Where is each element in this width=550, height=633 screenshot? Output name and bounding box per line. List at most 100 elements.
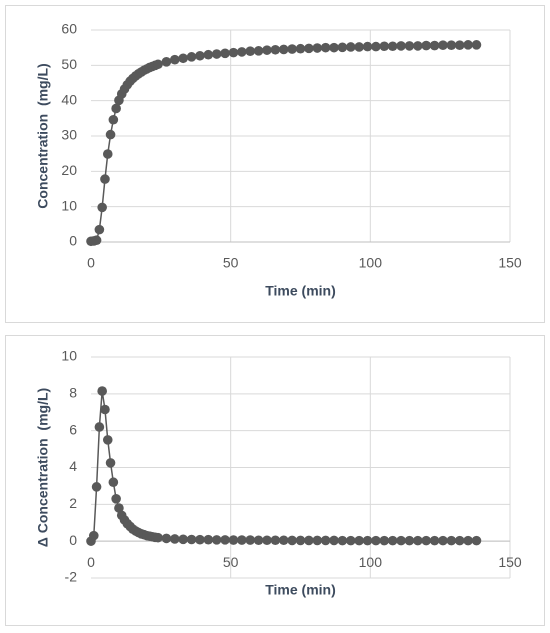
data-point [312, 535, 323, 546]
data-point [463, 40, 473, 50]
data-point [337, 535, 348, 546]
data-point [396, 535, 406, 546]
x-tick-label: 100 [359, 554, 383, 570]
data-point [304, 43, 314, 54]
data-point [421, 535, 432, 546]
data-point [178, 53, 188, 64]
data-point [186, 52, 197, 62]
data-point [429, 535, 440, 546]
data-point [295, 535, 306, 546]
data-point [253, 46, 264, 56]
data-point [245, 46, 256, 56]
y-axis-title: Δ Concentration (mg/L) [35, 388, 51, 547]
data-point [97, 386, 107, 396]
data-point [295, 43, 306, 54]
data-point [287, 44, 297, 54]
data-point [102, 435, 113, 445]
data-point [170, 534, 180, 544]
data-point [105, 129, 116, 140]
data-point [463, 535, 473, 546]
data-point [153, 59, 163, 70]
data-point [270, 535, 281, 546]
data-point [345, 535, 356, 546]
x-tick-label: 0 [87, 554, 95, 570]
y-tick-label: 6 [69, 421, 77, 437]
data-point [262, 45, 272, 55]
data-point [304, 535, 314, 546]
data-point [413, 41, 423, 51]
data-point [161, 533, 172, 544]
data-point [237, 535, 247, 545]
data-point [387, 535, 398, 546]
data-point [88, 530, 99, 541]
data-point [262, 535, 272, 546]
data-point [170, 54, 180, 65]
y-tick-label: 10 [61, 197, 77, 213]
data-point [108, 114, 119, 125]
y-tick-label: 10 [61, 348, 77, 364]
data-point [111, 494, 121, 504]
x-tick-label: 150 [498, 554, 522, 570]
data-point [471, 535, 482, 546]
data-point [354, 535, 364, 546]
data-point [114, 503, 124, 513]
data-point [371, 41, 381, 52]
data-point [329, 535, 339, 546]
y-tick-label: 4 [69, 458, 77, 474]
data-point [178, 534, 188, 545]
data-point [379, 535, 390, 546]
chart-frame [5, 5, 545, 323]
x-tick-label: 0 [87, 255, 95, 271]
data-point [413, 535, 423, 546]
data-point [100, 404, 110, 415]
data-point [429, 40, 440, 51]
data-point [454, 40, 465, 50]
data-point [220, 535, 230, 545]
data-point [111, 103, 121, 114]
x-tick-label: 150 [498, 255, 522, 271]
y-axis-title: Concentration (mg/L) [35, 63, 51, 208]
data-point [337, 42, 348, 53]
y-tick-label: 40 [61, 91, 77, 107]
data-point [278, 44, 289, 55]
data-point [211, 535, 222, 545]
data-point [253, 535, 264, 546]
data-point [438, 535, 448, 546]
data-point [404, 41, 415, 51]
data-point [446, 40, 457, 50]
data-point [153, 532, 163, 543]
data-point [203, 49, 214, 60]
data-point [211, 49, 222, 59]
data-point [94, 422, 105, 432]
x-axis-title: Time (min) [265, 283, 336, 299]
data-point [195, 534, 205, 545]
data-point [91, 482, 102, 492]
data-point [362, 41, 373, 52]
y-tick-label: 2 [69, 495, 77, 511]
data-point [345, 42, 356, 52]
y-tick-label: -2 [65, 569, 78, 585]
y-tick-label: 30 [61, 127, 77, 143]
data-point [396, 41, 406, 51]
data-point [97, 202, 107, 213]
data-point [446, 535, 457, 546]
x-tick-label: 50 [223, 255, 239, 271]
y-tick-label: 0 [69, 233, 77, 249]
x-tick-label: 100 [359, 255, 383, 271]
data-point [454, 535, 465, 546]
chart-frame [5, 335, 545, 626]
data-point [94, 224, 105, 235]
data-point [387, 41, 398, 52]
data-point [287, 535, 297, 546]
x-tick-label: 50 [223, 554, 239, 570]
data-point [105, 458, 116, 468]
data-point [100, 174, 110, 184]
data-point [329, 42, 339, 53]
data-point [371, 535, 381, 546]
data-point [320, 42, 331, 53]
x-axis-title: Time (min) [265, 582, 336, 598]
data-point [195, 50, 205, 61]
data-point [228, 535, 239, 545]
data-point [108, 477, 119, 488]
